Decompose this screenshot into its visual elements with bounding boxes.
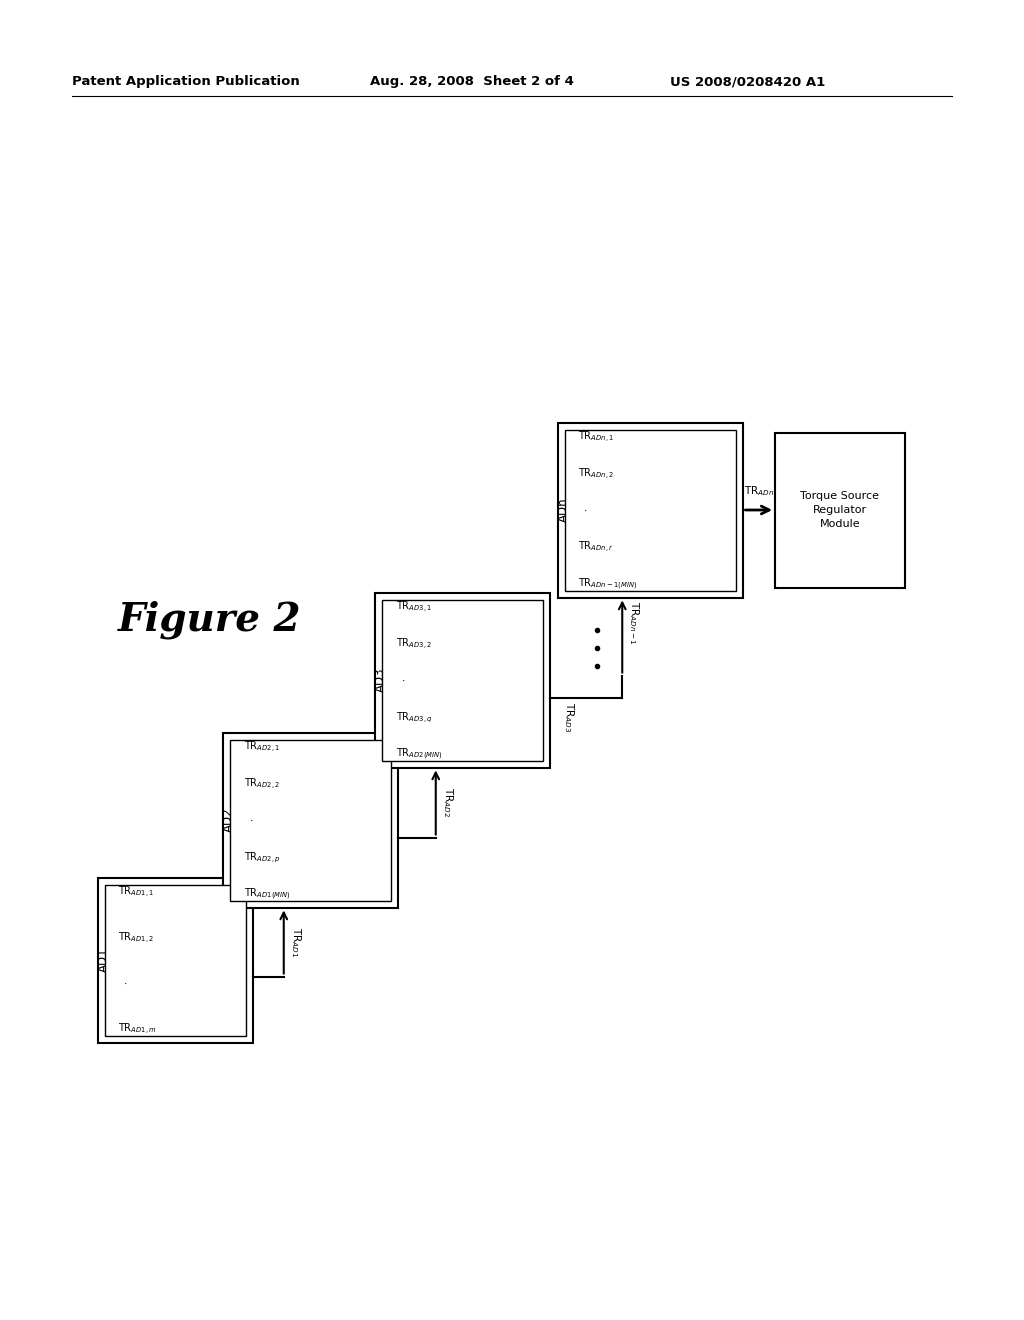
Text: TR$_{AD3,1}$: TR$_{AD3,1}$ [395, 601, 432, 615]
Text: TR$_{AD2}$: TR$_{AD2}$ [440, 788, 455, 817]
Text: TR$_{AD1(MIN)}$: TR$_{AD1(MIN)}$ [244, 887, 291, 902]
Text: TR$_{AD2,p}$: TR$_{AD2,p}$ [244, 850, 281, 865]
Text: TR$_{ADn}$: TR$_{ADn}$ [743, 484, 774, 498]
Text: Figure 2: Figure 2 [118, 601, 302, 639]
Text: TR$_{ADn,r}$: TR$_{ADn,r}$ [579, 540, 614, 556]
Text: US 2008/0208420 A1: US 2008/0208420 A1 [670, 75, 825, 88]
Text: TR$_{AD2,2}$: TR$_{AD2,2}$ [244, 776, 280, 792]
Text: ⋅: ⋅ [395, 676, 404, 686]
Text: TR$_{AD1,2}$: TR$_{AD1,2}$ [119, 931, 155, 945]
Text: Torque Source
Regulator
Module: Torque Source Regulator Module [801, 491, 880, 529]
Text: TR$_{AD1}$: TR$_{AD1}$ [289, 927, 302, 957]
Text: TR$_{AD1,1}$: TR$_{AD1,1}$ [119, 884, 155, 900]
Text: TR$_{AD2,1}$: TR$_{AD2,1}$ [244, 741, 280, 755]
Text: TR$_{AD3,q}$: TR$_{AD3,q}$ [395, 710, 432, 725]
Text: TR$_{AD2(MIN)}$: TR$_{AD2(MIN)}$ [395, 747, 442, 762]
Bar [229, 739, 390, 900]
Bar [375, 593, 550, 767]
Text: TR$_{ADn-1}$: TR$_{ADn-1}$ [628, 601, 641, 644]
Bar [222, 733, 397, 908]
Bar [104, 884, 246, 1035]
Bar [775, 433, 905, 587]
Bar [97, 878, 253, 1043]
Text: TR$_{ADn,2}$: TR$_{ADn,2}$ [579, 467, 614, 482]
Text: TR$_{ADn,1}$: TR$_{ADn,1}$ [579, 430, 614, 445]
Text: ⋅: ⋅ [119, 979, 128, 989]
Text: TR$_{AD3}$: TR$_{AD3}$ [561, 702, 575, 733]
Text: AD3: AD3 [374, 668, 386, 692]
Text: AD2: AD2 [221, 808, 234, 833]
Text: AD1: AD1 [96, 948, 110, 973]
Text: TR$_{ADn-1(MIN)}$: TR$_{ADn-1(MIN)}$ [579, 577, 638, 593]
Text: TR$_{AD3,2}$: TR$_{AD3,2}$ [395, 636, 432, 652]
Bar [564, 429, 735, 590]
Text: Aug. 28, 2008  Sheet 2 of 4: Aug. 28, 2008 Sheet 2 of 4 [370, 75, 573, 88]
Bar [557, 422, 742, 598]
Text: TR$_{AD1,m}$: TR$_{AD1,m}$ [119, 1022, 158, 1038]
Text: ⋅: ⋅ [579, 506, 588, 516]
Text: Patent Application Publication: Patent Application Publication [72, 75, 300, 88]
Text: ⋅: ⋅ [244, 816, 253, 826]
Text: ADn: ADn [556, 498, 569, 523]
Bar [382, 599, 543, 760]
